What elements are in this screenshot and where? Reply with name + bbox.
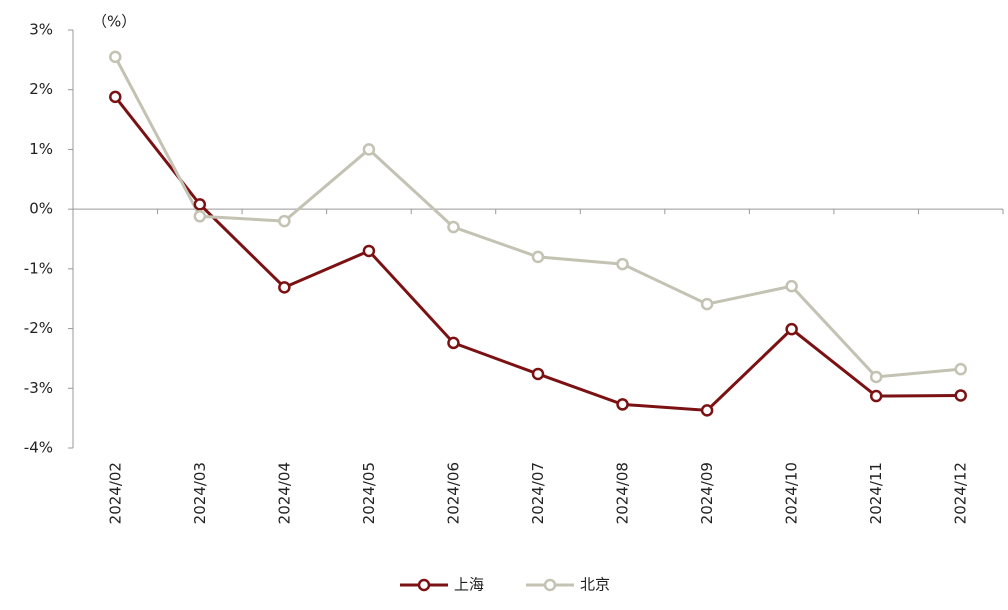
point [362,244,376,258]
series-line [113,56,961,379]
y-tick-label: 3% [29,21,53,39]
point [447,336,460,350]
point [616,398,629,411]
y-tick-label: -1% [24,259,53,277]
y-tick-label: 0% [29,200,53,218]
x-tick-label: 2024/05 [360,462,378,524]
y-tick-label: 1% [29,140,53,158]
x-tick-label: 2024/11 [867,462,885,524]
x-tick-label: 2024/07 [529,462,547,524]
legend-marker [417,578,431,592]
point [616,257,629,271]
x-tick-label: 2024/12 [952,462,970,524]
y-tick-label: -2% [24,319,53,337]
point [869,370,883,384]
point [109,50,122,64]
point [785,279,798,293]
point [109,90,122,104]
point [278,281,291,294]
x-tick-label: 2024/10 [783,462,801,524]
y-tick-label: 2% [29,80,53,98]
point [869,389,883,403]
x-tick-label: 2024/02 [106,462,124,524]
x-tick-label: 2024/03 [191,462,209,524]
point [193,210,207,223]
y-tick-label: -3% [24,379,53,397]
point [447,220,460,234]
y-tick-label: -4% [24,439,53,457]
point [278,214,291,228]
legend-label: 北京 [580,576,610,594]
point [193,198,207,211]
point [700,297,714,311]
y-unit-label: （%） [92,13,136,31]
x-tick-label: 2024/08 [614,462,632,524]
point [531,250,545,264]
point [700,404,714,417]
x-tick-label: 2024/06 [444,462,462,524]
point [785,322,798,336]
point [954,389,967,402]
legend-marker [543,578,557,592]
point [362,143,376,156]
legend-label: 上海 [454,576,484,594]
point [531,367,545,381]
point [954,362,967,376]
x-tick-label: 2024/04 [275,462,293,524]
x-tick-label: 2024/09 [698,462,716,524]
